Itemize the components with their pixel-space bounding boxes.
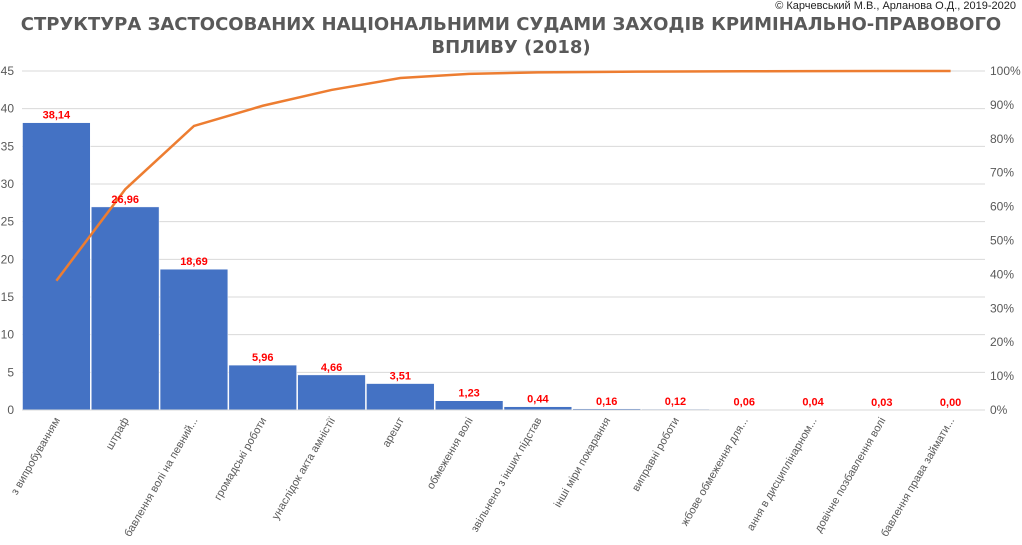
x-category-label: звільнено з інших підстав (469, 415, 545, 534)
bar (366, 383, 435, 411)
bar (434, 400, 504, 411)
y-tick-label: 25 (1, 215, 15, 229)
data-label: 3,51 (390, 371, 411, 383)
y2-tick-label: 70% (990, 166, 1014, 180)
data-label: 0,12 (665, 396, 686, 408)
y2-tick-label: 10% (990, 369, 1014, 383)
y-tick-label: 40 (1, 102, 15, 116)
x-category-label: довічне позбавлення волі (813, 416, 889, 535)
y-tick-label: 0 (7, 403, 14, 417)
x-category-label: штраф (104, 416, 132, 452)
data-label: 0,00 (940, 397, 961, 409)
x-category-label: бавлення волі на певний... (122, 416, 200, 539)
y2-tick-label: 50% (990, 234, 1014, 248)
x-category-label: громадські роботи (212, 416, 269, 503)
y2-tick-label: 80% (990, 132, 1014, 146)
data-label: 0,16 (596, 396, 617, 408)
y2-tick-label: 60% (990, 200, 1014, 214)
data-label: 0,06 (734, 397, 755, 409)
y-tick-label: 15 (1, 290, 15, 304)
bar (91, 206, 160, 411)
data-label: 0,03 (871, 397, 892, 409)
y2-tick-label: 100% (990, 64, 1021, 78)
x-category-label: жбове обмеження для... (679, 416, 751, 529)
bar (22, 122, 91, 411)
bar (297, 374, 366, 411)
bar (228, 364, 297, 411)
data-label: 26,96 (111, 194, 139, 206)
chart-title: СТРУКТУРА ЗАСТОСОВАНИХ НАЦІОНАЛЬНИМИ СУД… (20, 14, 1002, 58)
y2-tick-label: 90% (990, 98, 1014, 112)
data-label: 4,66 (321, 362, 342, 374)
data-label: 38,14 (43, 110, 71, 122)
y2-tick-label: 20% (990, 335, 1014, 349)
y-tick-label: 45 (1, 64, 15, 78)
x-category-label: бавлення права займати... (879, 416, 957, 539)
y-tick-label: 20 (1, 252, 15, 266)
y2-tick-label: 40% (990, 267, 1014, 281)
x-category-label: унаслідок акта амністії (270, 416, 338, 522)
x-category-label: арешт (380, 416, 407, 450)
y-tick-label: 5 (7, 365, 14, 379)
y2-tick-label: 0% (990, 403, 1008, 417)
data-label: 0,44 (527, 394, 549, 406)
data-label: 0,04 (802, 397, 824, 409)
cumulative-line (55, 69, 951, 282)
x-category-label: з випробуванням (9, 416, 63, 498)
y2-tick-label: 30% (990, 301, 1014, 315)
copyright-note: © Карчевський М.В., Арланова О.Д., 2019-… (775, 0, 1016, 13)
data-label: 18,69 (180, 256, 208, 268)
x-category-label: виправні роботи (630, 416, 682, 494)
y-tick-label: 30 (1, 177, 15, 191)
bar (159, 268, 229, 411)
x-category-label: обмеження волі (425, 416, 476, 492)
y-tick-label: 35 (1, 139, 15, 153)
x-category-label: ання в дисциплінарном... (745, 416, 820, 534)
y-tick-label: 10 (1, 328, 15, 342)
data-label: 5,96 (252, 352, 273, 364)
data-label: 1,23 (458, 388, 479, 400)
x-category-label: інші міри покарання (552, 415, 613, 509)
